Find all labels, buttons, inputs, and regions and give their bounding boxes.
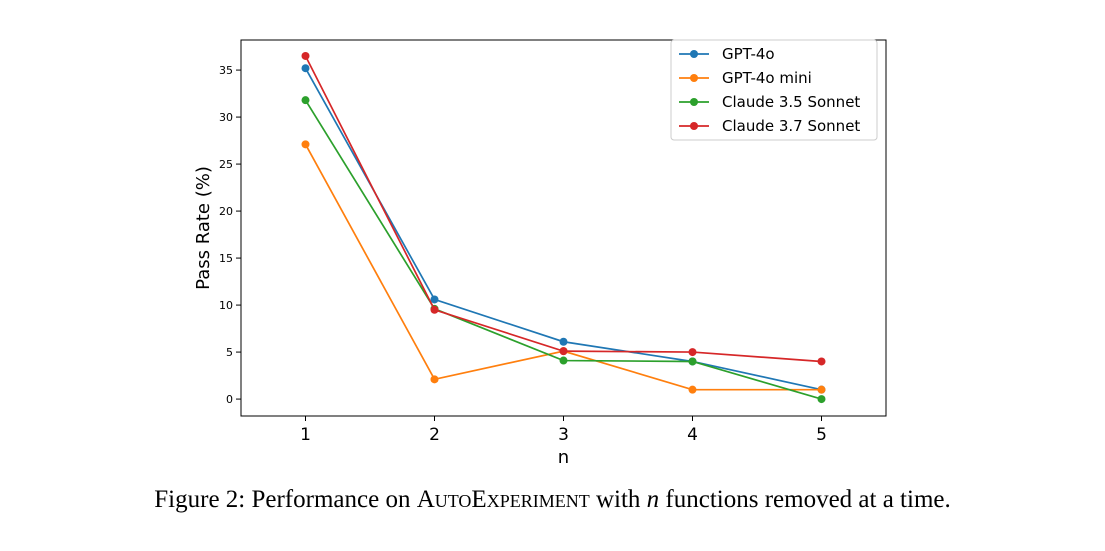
y-tick-label: 0 xyxy=(226,393,233,406)
caption-system-name: AutoExperiment xyxy=(416,486,590,513)
data-point xyxy=(688,357,697,366)
legend-label: GPT-4o xyxy=(722,45,775,63)
y-tick-label: 35 xyxy=(219,64,233,77)
data-point xyxy=(817,385,826,394)
x-tick-label: 5 xyxy=(816,425,827,445)
data-point xyxy=(559,356,568,365)
x-tick-label: 1 xyxy=(300,425,311,445)
legend-label: Claude 3.5 Sonnet xyxy=(722,93,860,111)
data-point xyxy=(430,305,439,314)
x-axis: 1 2 3 4 5 xyxy=(300,416,827,445)
data-point xyxy=(301,96,310,105)
data-point xyxy=(430,375,439,384)
data-point xyxy=(430,295,439,304)
y-axis-label: Pass Rate (%) xyxy=(193,166,214,290)
y-tick-label: 10 xyxy=(219,299,233,312)
data-point xyxy=(688,348,697,357)
legend-box xyxy=(670,39,878,141)
data-point xyxy=(301,51,310,60)
data-point xyxy=(301,64,310,73)
y-tick-label: 20 xyxy=(219,205,233,218)
caption-variable: n xyxy=(646,486,660,513)
caption-suffix: functions removed at a time. xyxy=(659,486,951,513)
legend-marker xyxy=(690,74,698,82)
figure-caption: Figure 2: Performance on AutoExperiment … xyxy=(0,486,1105,514)
data-point xyxy=(817,357,826,366)
legend-label: Claude 3.7 Sonnet xyxy=(722,117,860,135)
x-tick-label: 3 xyxy=(558,425,569,445)
legend-item: GPT-4o xyxy=(679,45,775,63)
legend-item: Claude 3.5 Sonnet xyxy=(679,93,860,111)
y-tick-label: 15 xyxy=(219,252,233,265)
caption-prefix: Figure 2: Performance on xyxy=(154,486,417,513)
legend-item: Claude 3.7 Sonnet xyxy=(679,117,860,135)
legend-label: GPT-4o mini xyxy=(722,69,812,87)
legend-item: GPT-4o mini xyxy=(679,69,812,87)
legend-marker xyxy=(690,122,698,130)
series-claude-3-7-sonnet xyxy=(301,51,826,366)
legend: GPT-4o GPT-4o mini Claude 3.5 Sonnet Claude… xyxy=(670,39,878,141)
y-tick-label: 5 xyxy=(226,346,233,359)
y-axis: 0 5 10 15 20 25 30 35 xyxy=(219,64,241,406)
y-tick-label: 30 xyxy=(219,111,233,124)
data-point xyxy=(559,347,568,356)
line-chart: 0 5 10 15 20 25 30 35 1 2 3 4 5 n Pass Rate (%) GPT… xyxy=(193,39,887,468)
x-tick-label: 4 xyxy=(687,425,698,445)
data-point xyxy=(559,337,568,346)
data-point xyxy=(817,395,826,404)
y-tick-label: 25 xyxy=(219,158,233,171)
x-axis-label: n xyxy=(558,447,569,468)
legend-marker xyxy=(690,98,698,106)
legend-marker xyxy=(690,50,698,58)
caption-middle: with xyxy=(589,486,647,513)
x-tick-label: 2 xyxy=(429,425,440,445)
plot-area xyxy=(301,51,826,404)
data-point xyxy=(301,140,310,149)
data-point xyxy=(688,385,697,394)
series-claude-3-5-sonnet xyxy=(301,96,826,404)
